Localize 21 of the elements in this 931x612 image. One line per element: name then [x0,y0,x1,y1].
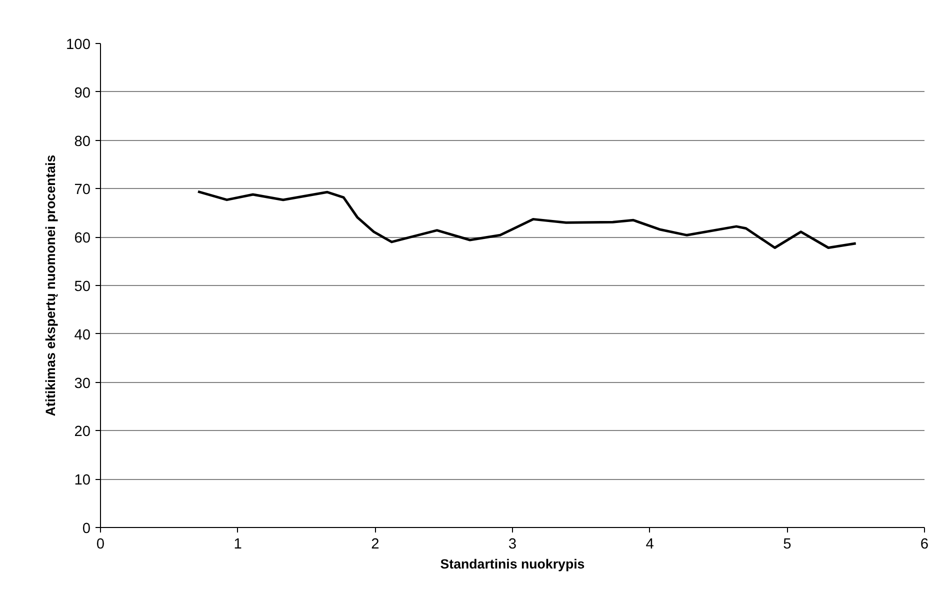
x-tick-label: 0 [96,536,105,552]
x-tick-label: 5 [783,536,792,552]
x-tick-label: 6 [920,536,929,552]
x-tick-label: 1 [234,536,242,552]
y-tick-label: 90 [74,85,91,102]
y-tick-label: 70 [74,182,91,198]
line-series [196,190,858,249]
x-tick-label: 4 [646,536,654,552]
y-tick-label: 60 [74,230,91,247]
y-tick-label: 80 [74,134,91,150]
x-tick-label: 3 [508,536,517,552]
y-tick-label: 40 [74,327,91,344]
y-axis-title: Atitikimas ekspertų nuomonei procentais [43,154,58,416]
x-axis-title: Standartinis nuokrypis [440,556,585,572]
y-tick-label: 100 [66,37,91,53]
y-tick-label: 30 [74,376,91,392]
x-tick-label: 2 [371,536,380,552]
y-tick-label: 20 [74,424,91,440]
y-tick-label: 50 [74,279,91,295]
y-tick-label: 0 [82,521,91,537]
y-tick-label: 10 [74,472,91,489]
